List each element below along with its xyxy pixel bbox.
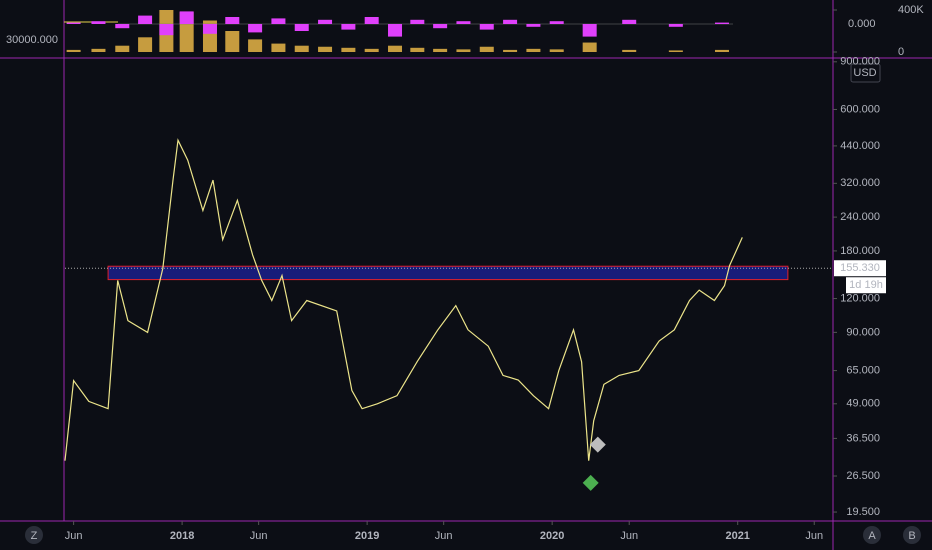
oscillator-bar — [582, 24, 597, 37]
x-tick-label: Jun — [435, 530, 453, 542]
oscillator-bar — [526, 24, 541, 27]
x-tick-label: Jun — [805, 530, 823, 542]
oscillator-bar — [248, 24, 263, 33]
volume-bar — [294, 45, 309, 52]
x-tick-label: Jun — [620, 530, 638, 542]
volume-bar — [225, 31, 240, 52]
price-line — [64, 138, 743, 461]
toolbar-button[interactable] — [25, 526, 43, 544]
y-tick-label: 65.000 — [846, 364, 880, 376]
volume-bar — [622, 49, 637, 52]
oscillator-bar — [410, 19, 425, 24]
oscillator-bar — [66, 22, 81, 24]
volume-bar — [91, 48, 106, 52]
oscillator-bar — [341, 24, 356, 30]
oscillator-bar — [456, 21, 471, 24]
diamond-marker — [582, 474, 599, 491]
y-tick-label: 90.000 — [846, 326, 880, 338]
y-tick-label: 320.000 — [840, 177, 880, 189]
volume-bar — [271, 43, 286, 52]
oscillator-bar — [225, 17, 240, 24]
oscillator-bar — [668, 24, 683, 27]
volume-bar — [433, 48, 448, 52]
y-tick-label: 36.500 — [846, 432, 880, 444]
oscillator-bar — [202, 24, 217, 34]
oscillator-bar — [294, 24, 309, 31]
y-tick-label: 440.000 — [840, 140, 880, 152]
oscillator-bar — [549, 21, 564, 24]
toolbar-label[interactable]: A — [868, 530, 876, 542]
y-tick-label: 900.000 — [840, 56, 880, 68]
y-tick-label: 120.000 — [840, 292, 880, 304]
level-label: 30000.000 — [6, 34, 58, 46]
oscillator-bar — [714, 22, 729, 24]
x-tick-label: 2020 — [540, 530, 564, 542]
volume-bar — [714, 49, 729, 52]
volume-bar — [341, 47, 356, 52]
volume-bar — [456, 49, 471, 52]
x-tick-label: 2021 — [725, 530, 749, 542]
currency-box[interactable] — [850, 63, 881, 83]
y-tick-label: 180.000 — [840, 245, 880, 257]
oscillator-bar — [318, 19, 333, 24]
x-tick-label: Jun — [65, 530, 83, 542]
toolbar-button[interactable] — [863, 526, 881, 544]
volume-bar — [503, 49, 518, 52]
volume-bar — [549, 49, 564, 52]
volume-tick-label: 0 — [898, 46, 904, 58]
x-tick-label: 2018 — [170, 530, 194, 542]
oscillator-bar — [179, 11, 194, 24]
volume-tick-label: 400K — [898, 4, 924, 16]
oscillator-bar — [91, 21, 106, 24]
volume-bar — [479, 46, 494, 52]
y-tick-label: 49.000 — [846, 398, 880, 410]
volume-bar — [115, 45, 130, 52]
countdown-label: 1d 19h — [849, 279, 883, 291]
oscillator-bar — [159, 24, 174, 36]
oscillator-bar — [622, 19, 637, 24]
volume-bar — [248, 39, 263, 52]
last-price-box — [834, 260, 886, 277]
oscillator-bar — [479, 24, 494, 30]
volume-bar — [66, 49, 81, 52]
oscillator-bar — [388, 24, 403, 37]
oscillator-tick-label: 0.000 — [848, 18, 876, 30]
oscillator-bar — [503, 19, 518, 24]
volume-bar — [582, 42, 597, 52]
volume-bar — [526, 48, 541, 52]
oscillator-bar — [138, 15, 153, 24]
toolbar-button[interactable] — [903, 526, 921, 544]
oscillator-bar — [115, 24, 130, 29]
y-tick-label: 600.000 — [840, 103, 880, 115]
toolbar-label[interactable]: B — [908, 530, 915, 542]
volume-bar — [318, 46, 333, 52]
volume-bar — [410, 47, 425, 52]
oscillator-bar — [271, 18, 286, 24]
volume-bar — [668, 50, 683, 52]
countdown-box — [846, 277, 886, 294]
oscillator-bar — [433, 24, 448, 29]
diamond-marker — [589, 436, 606, 453]
volume-bar — [388, 45, 403, 52]
toolbar-label[interactable]: Z — [31, 530, 38, 542]
x-tick-label: Jun — [250, 530, 268, 542]
y-tick-label: 26.500 — [846, 470, 880, 482]
oscillator-bar — [364, 17, 379, 24]
volume-bar — [138, 37, 153, 52]
volume-bar — [364, 48, 379, 52]
y-tick-label: 240.000 — [840, 211, 880, 223]
x-tick-label: 2019 — [355, 530, 379, 542]
currency-label[interactable]: USD — [853, 67, 876, 79]
last-price-label: 155.330 — [840, 262, 880, 274]
price-zone — [107, 265, 789, 281]
y-tick-label: 19.500 — [846, 506, 880, 518]
